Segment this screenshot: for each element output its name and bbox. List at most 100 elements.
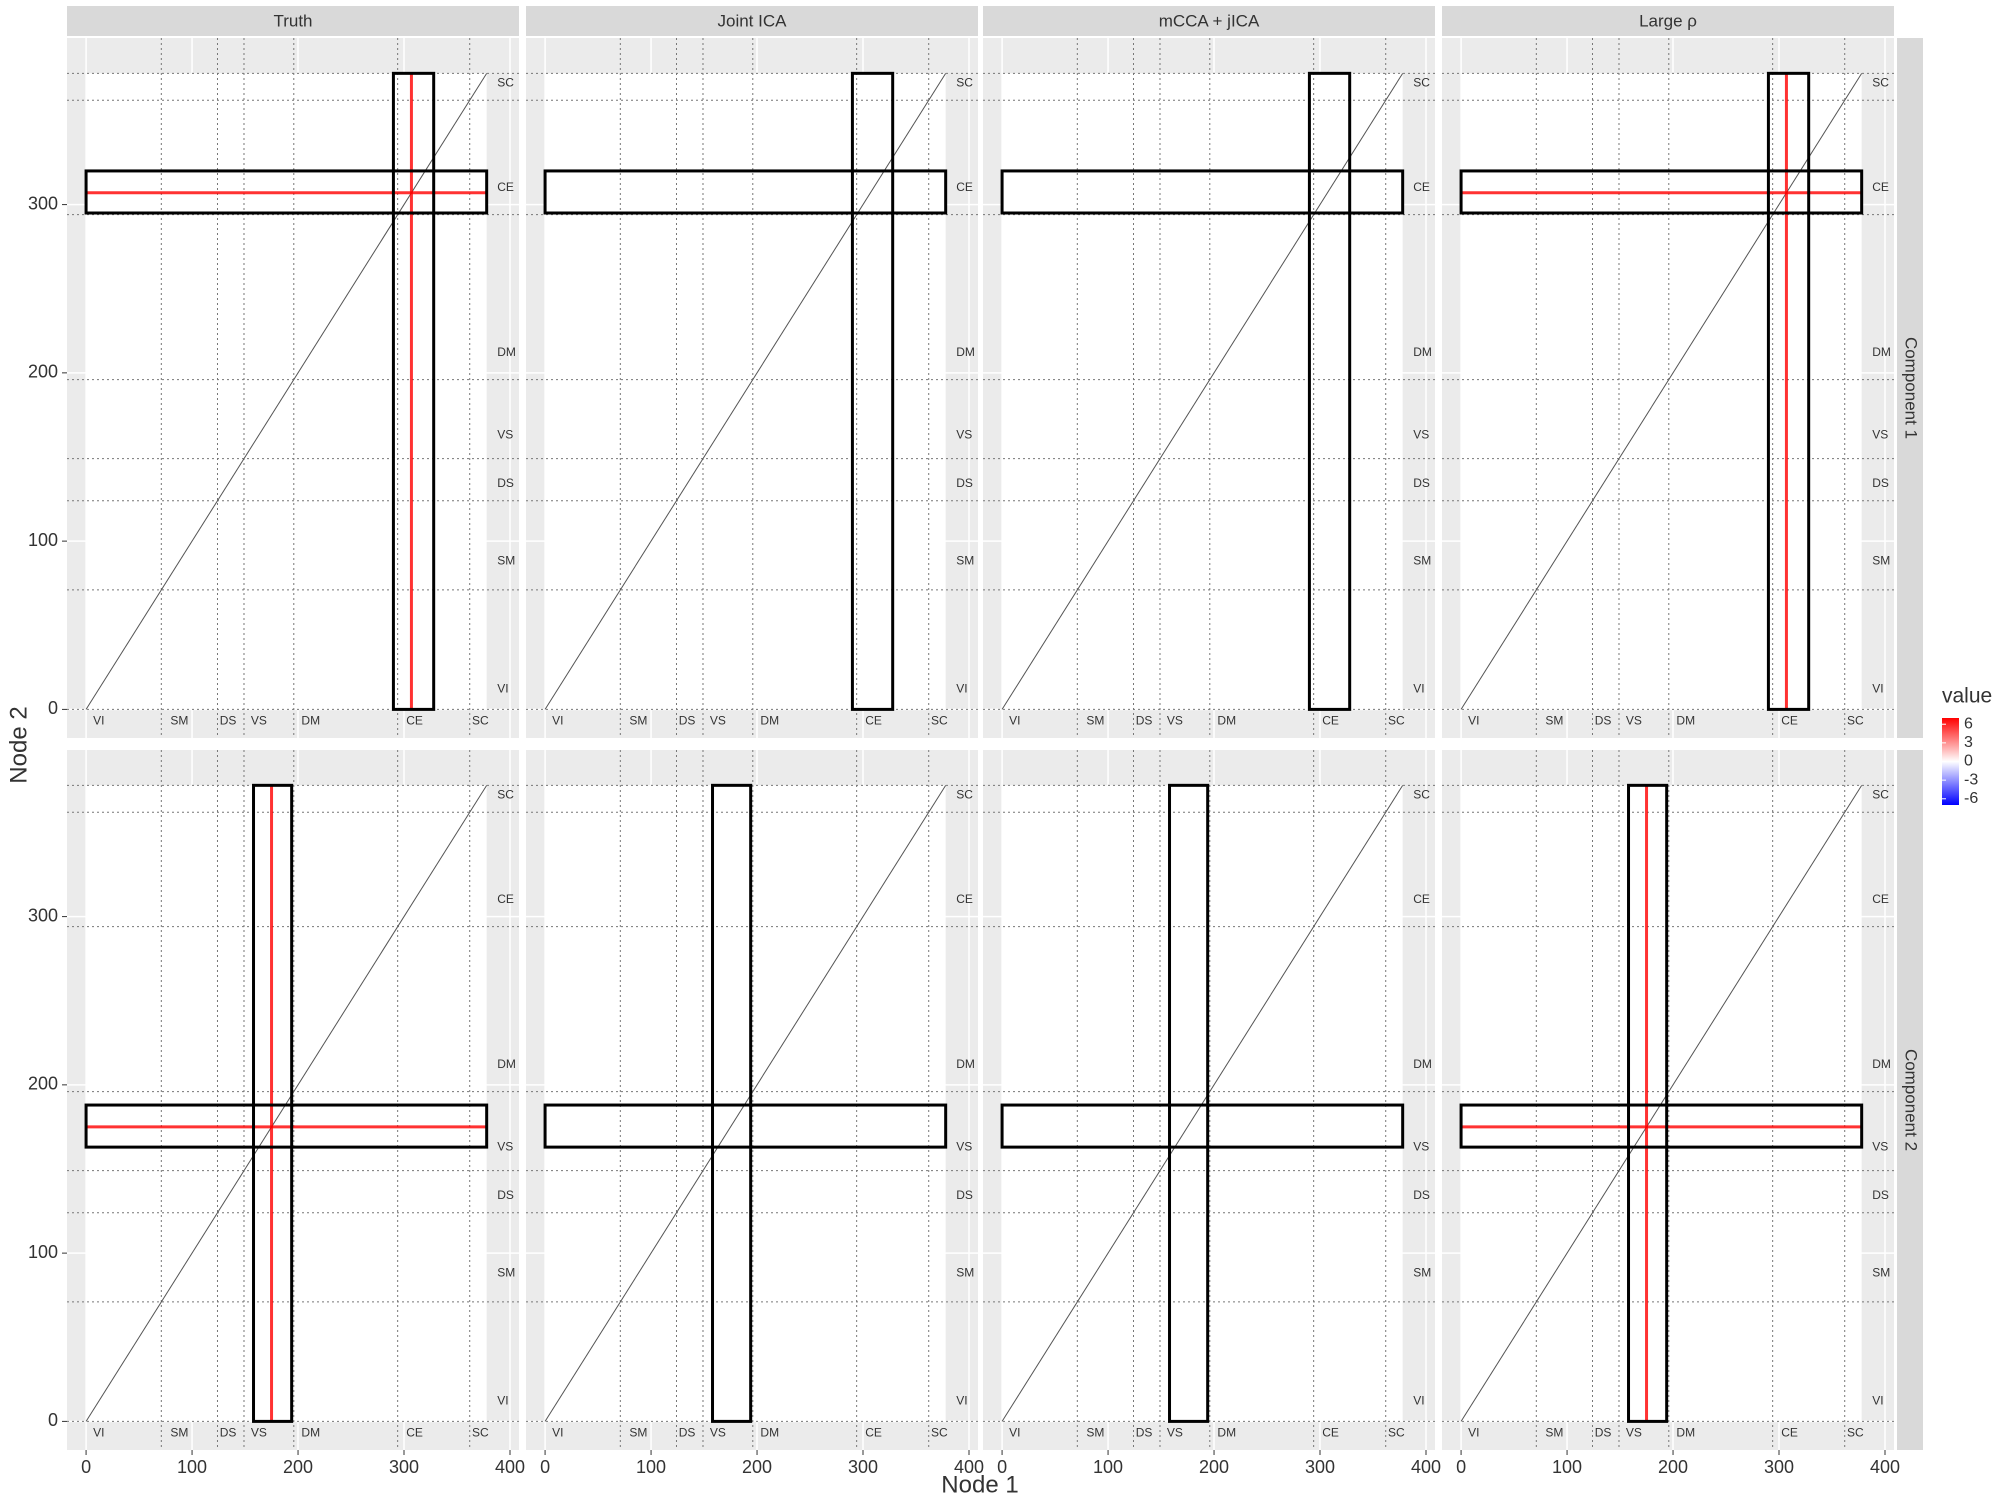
network-label-x: DM bbox=[1676, 713, 1695, 727]
network-label-y: VI bbox=[1872, 681, 1883, 695]
network-label-x: SM bbox=[170, 713, 188, 727]
network-label-y: CE bbox=[1413, 892, 1430, 906]
network-label-x: VS bbox=[1626, 713, 1642, 727]
network-label-x: SM bbox=[1086, 1425, 1104, 1439]
network-label-x: SM bbox=[170, 1425, 188, 1439]
network-label-y: SM bbox=[1872, 553, 1890, 567]
network-label-y: SC bbox=[1413, 788, 1430, 802]
diagonal bbox=[85, 785, 488, 1422]
column-strip bbox=[983, 6, 1435, 36]
network-label-x: CE bbox=[406, 713, 423, 727]
x-tick-label: 0 bbox=[1456, 1457, 1466, 1477]
network-label-x: CE bbox=[865, 713, 882, 727]
x-tick-label: 0 bbox=[997, 1457, 1007, 1477]
network-label-y: VS bbox=[956, 1139, 972, 1153]
x-tick-label: 300 bbox=[1305, 1457, 1335, 1477]
diagonal bbox=[85, 73, 488, 710]
network-label-y: SC bbox=[956, 76, 973, 90]
legend-tick-label: -3 bbox=[1964, 771, 1978, 788]
network-label-x: SC bbox=[472, 1425, 489, 1439]
highlight-column-box bbox=[1766, 71, 1811, 711]
network-label-y: VI bbox=[1413, 1393, 1424, 1407]
diagonal bbox=[544, 785, 947, 1422]
x-tick-label: 100 bbox=[1093, 1457, 1123, 1477]
network-label-x: DS bbox=[1136, 713, 1153, 727]
network-label-x: DS bbox=[1595, 1425, 1612, 1439]
network-label-y: VI bbox=[497, 1393, 508, 1407]
x-tick-label: 300 bbox=[1764, 1457, 1794, 1477]
network-label-y: DS bbox=[956, 1188, 973, 1202]
network-label-y: DS bbox=[1413, 476, 1430, 490]
network-label-y: VI bbox=[497, 681, 508, 695]
network-label-y: CE bbox=[956, 892, 973, 906]
y-tick-label: 300 bbox=[28, 905, 58, 925]
highlight-column-box bbox=[1627, 783, 1669, 1423]
network-label-x: SC bbox=[931, 1425, 948, 1439]
column-strip-label: Joint ICA bbox=[718, 11, 788, 30]
network-label-x: CE bbox=[1322, 1425, 1339, 1439]
network-label-y: DS bbox=[497, 1188, 514, 1202]
y-tick-label: 300 bbox=[28, 193, 58, 213]
x-tick-label: 100 bbox=[177, 1457, 207, 1477]
y-tick-label: 200 bbox=[28, 1074, 58, 1094]
network-label-x: DS bbox=[1595, 713, 1612, 727]
network-label-y: DM bbox=[497, 1057, 516, 1071]
network-label-x: DM bbox=[1217, 1425, 1236, 1439]
network-label-y: VI bbox=[956, 681, 967, 695]
column-strip bbox=[526, 6, 978, 36]
network-label-x: VI bbox=[1468, 713, 1479, 727]
network-label-y: VI bbox=[1413, 681, 1424, 695]
network-label-x: VS bbox=[1167, 713, 1183, 727]
network-label-y: SM bbox=[956, 553, 974, 567]
network-label-y: CE bbox=[956, 180, 973, 194]
network-label-x: VS bbox=[710, 713, 726, 727]
network-label-x: CE bbox=[1781, 713, 1798, 727]
network-label-x: DS bbox=[220, 713, 237, 727]
y-tick-label: 100 bbox=[28, 1242, 58, 1262]
network-label-y: SM bbox=[497, 1265, 515, 1279]
network-label-x: DS bbox=[679, 713, 696, 727]
x-tick-label: 300 bbox=[848, 1457, 878, 1477]
row-strip bbox=[1897, 750, 1923, 1450]
x-tick-label: 400 bbox=[1411, 1457, 1441, 1477]
network-label-x: DM bbox=[1217, 713, 1236, 727]
diagonal bbox=[1460, 785, 1863, 1422]
network-label-y: SM bbox=[1413, 553, 1431, 567]
network-label-x: DM bbox=[760, 713, 779, 727]
network-label-x: CE bbox=[1322, 713, 1339, 727]
network-label-y: DM bbox=[1413, 345, 1432, 359]
network-label-x: VI bbox=[552, 713, 563, 727]
highlight-row-box bbox=[1000, 1103, 1405, 1149]
network-label-y: DM bbox=[1413, 1057, 1432, 1071]
network-label-x: VI bbox=[1009, 1425, 1020, 1439]
network-label-y: SC bbox=[1872, 76, 1889, 90]
network-label-y: SC bbox=[497, 76, 514, 90]
y-axis-title: Node 2 bbox=[5, 706, 32, 783]
highlight-column-box bbox=[850, 71, 895, 711]
network-label-y: SM bbox=[1413, 1265, 1431, 1279]
network-label-y: SC bbox=[1872, 788, 1889, 802]
network-label-x: VS bbox=[710, 1425, 726, 1439]
diagonal bbox=[544, 73, 947, 710]
network-label-x: SC bbox=[1388, 713, 1405, 727]
network-label-x: SC bbox=[931, 713, 948, 727]
network-label-y: DM bbox=[497, 345, 516, 359]
diagonal bbox=[1001, 73, 1404, 710]
highlight-column-box bbox=[1307, 71, 1352, 711]
network-label-y: SC bbox=[1413, 76, 1430, 90]
network-label-x: SC bbox=[1388, 1425, 1405, 1439]
row-strip-label: Component 2 bbox=[1902, 1049, 1921, 1151]
diagonal bbox=[1460, 73, 1863, 710]
x-tick-label: 100 bbox=[636, 1457, 666, 1477]
column-strip bbox=[67, 6, 519, 36]
diagonal bbox=[1001, 785, 1404, 1422]
legend-tick-label: 6 bbox=[1964, 715, 1973, 732]
network-label-x: VS bbox=[251, 713, 267, 727]
network-label-y: DM bbox=[1872, 345, 1891, 359]
network-label-y: VS bbox=[1413, 1139, 1429, 1153]
column-strip bbox=[1442, 6, 1894, 36]
network-label-y: VS bbox=[1872, 1139, 1888, 1153]
network-label-x: SC bbox=[472, 713, 489, 727]
network-label-y: DS bbox=[956, 476, 973, 490]
